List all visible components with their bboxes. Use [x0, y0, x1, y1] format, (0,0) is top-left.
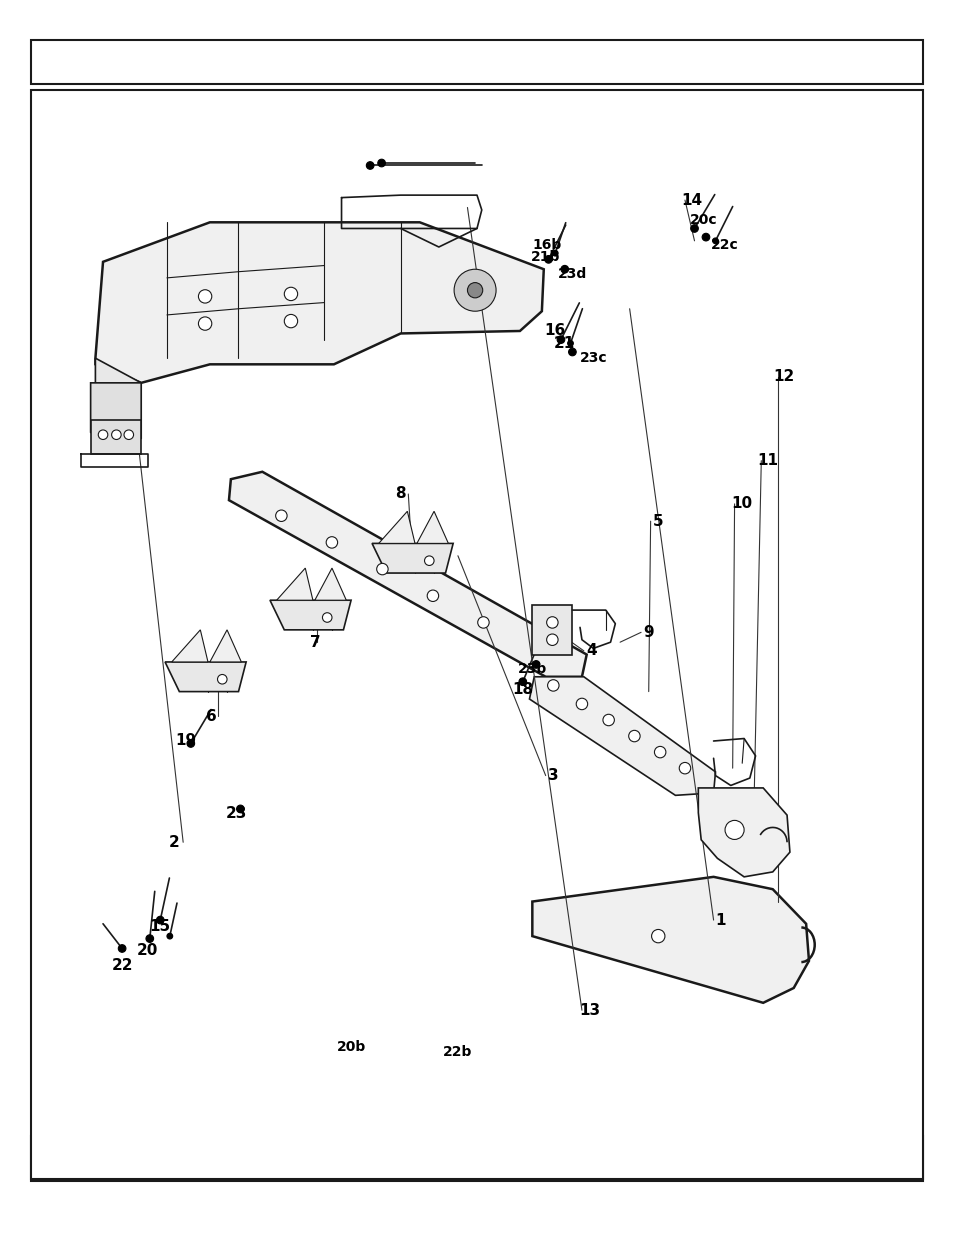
Text: 22c: 22c: [710, 237, 739, 252]
Circle shape: [275, 510, 287, 521]
Circle shape: [568, 348, 576, 356]
Text: 3: 3: [547, 768, 558, 783]
Text: 20c: 20c: [690, 212, 717, 227]
Circle shape: [467, 283, 482, 298]
Circle shape: [651, 930, 664, 942]
Circle shape: [547, 679, 558, 692]
Circle shape: [518, 678, 526, 685]
Circle shape: [532, 661, 539, 668]
Text: 15: 15: [150, 919, 171, 934]
Text: 10: 10: [731, 496, 752, 511]
Circle shape: [118, 945, 126, 952]
Text: 6: 6: [206, 709, 217, 724]
Polygon shape: [210, 630, 241, 662]
Text: 16b: 16b: [532, 237, 560, 252]
Text: 18: 18: [512, 682, 533, 697]
Circle shape: [427, 590, 438, 601]
Circle shape: [198, 290, 212, 303]
Text: 21: 21: [554, 336, 575, 351]
Circle shape: [560, 266, 568, 273]
Text: 1: 1: [714, 913, 725, 927]
Circle shape: [187, 740, 194, 747]
Polygon shape: [91, 383, 141, 451]
Text: 23b: 23b: [517, 662, 546, 677]
Text: 13: 13: [578, 1003, 599, 1018]
Text: 23: 23: [226, 806, 247, 821]
Polygon shape: [270, 600, 351, 630]
Circle shape: [377, 159, 385, 167]
Circle shape: [690, 225, 698, 232]
Text: 9: 9: [642, 625, 654, 640]
Circle shape: [366, 162, 374, 169]
Text: 14: 14: [680, 193, 701, 207]
Circle shape: [98, 430, 108, 440]
Text: 2: 2: [169, 835, 180, 850]
Circle shape: [156, 916, 164, 924]
Circle shape: [112, 430, 121, 440]
Polygon shape: [165, 662, 246, 692]
Polygon shape: [229, 472, 586, 677]
Circle shape: [217, 674, 227, 684]
Circle shape: [454, 269, 496, 311]
Text: 21b: 21b: [531, 249, 559, 264]
Bar: [30, 90, 923, 1179]
Text: 19: 19: [175, 734, 196, 748]
Circle shape: [602, 714, 614, 726]
Circle shape: [628, 730, 639, 742]
Circle shape: [546, 616, 558, 629]
Circle shape: [198, 317, 212, 330]
Text: 22: 22: [112, 958, 132, 973]
Polygon shape: [314, 568, 346, 600]
Circle shape: [146, 935, 153, 942]
Circle shape: [477, 616, 489, 629]
Circle shape: [167, 934, 172, 939]
Circle shape: [654, 746, 665, 758]
Text: 20: 20: [137, 944, 158, 958]
Polygon shape: [698, 788, 789, 877]
Text: 23d: 23d: [558, 267, 586, 282]
Polygon shape: [172, 630, 208, 662]
Circle shape: [567, 341, 573, 346]
Polygon shape: [416, 511, 448, 543]
Bar: [30, 40, 923, 84]
Text: 8: 8: [395, 487, 406, 501]
Circle shape: [546, 634, 558, 646]
Circle shape: [322, 613, 332, 622]
Bar: [30, 1136, 923, 1181]
Circle shape: [284, 315, 297, 327]
Text: 16: 16: [544, 324, 565, 338]
Polygon shape: [532, 605, 572, 655]
Circle shape: [544, 256, 552, 263]
Text: 7: 7: [309, 635, 320, 650]
Polygon shape: [529, 677, 715, 795]
Polygon shape: [95, 358, 141, 438]
Circle shape: [557, 336, 564, 343]
Circle shape: [124, 430, 133, 440]
Text: 11: 11: [757, 453, 778, 468]
Polygon shape: [91, 420, 141, 454]
Text: 5: 5: [652, 514, 663, 529]
Polygon shape: [95, 222, 543, 383]
Polygon shape: [378, 511, 415, 543]
Circle shape: [552, 251, 558, 256]
Circle shape: [712, 238, 718, 243]
Circle shape: [284, 288, 297, 300]
Text: 22b: 22b: [443, 1045, 472, 1060]
Text: 20b: 20b: [336, 1040, 365, 1055]
Circle shape: [576, 698, 587, 710]
Polygon shape: [532, 877, 808, 1003]
Polygon shape: [276, 568, 313, 600]
Text: 23c: 23c: [579, 351, 606, 366]
Circle shape: [701, 233, 709, 241]
Circle shape: [236, 805, 244, 813]
Text: 12: 12: [773, 369, 794, 384]
Polygon shape: [372, 543, 453, 573]
Circle shape: [724, 820, 743, 840]
Circle shape: [326, 537, 337, 548]
Circle shape: [679, 762, 690, 774]
Circle shape: [376, 563, 388, 574]
Text: 4: 4: [585, 643, 597, 658]
Circle shape: [424, 556, 434, 566]
